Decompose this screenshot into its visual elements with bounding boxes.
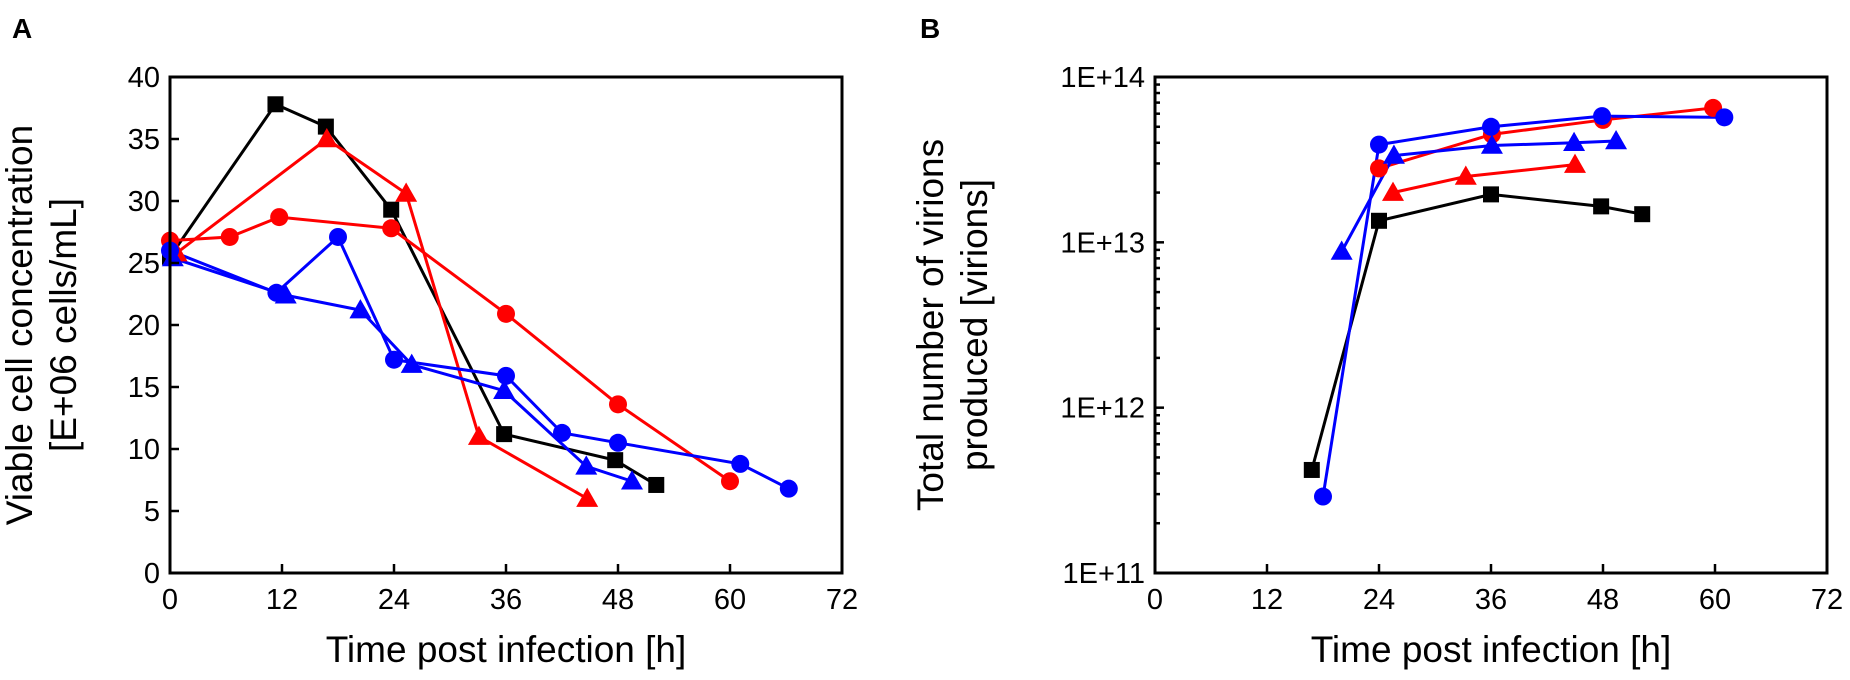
panel-label-a: A bbox=[12, 13, 32, 44]
panel-a-point-red-circles bbox=[382, 219, 401, 238]
panel-b-point-red-triangles bbox=[1382, 181, 1404, 201]
panel-b-data-marks bbox=[1303, 98, 1734, 506]
panel-a-y-tick-label: 20 bbox=[128, 310, 160, 342]
panel-a-point-blue-triangles bbox=[493, 379, 516, 399]
panel-a-point-blue-triangles bbox=[400, 353, 423, 373]
panel-b-point-black-squares bbox=[1634, 206, 1651, 223]
panel-b-y-tick-label: 1E+13 bbox=[1060, 227, 1145, 259]
panel-a-x-tick-label: 0 bbox=[162, 584, 178, 616]
panel-a-point-red-triangles bbox=[576, 487, 599, 507]
panel-b-point-blue-circles bbox=[1593, 107, 1612, 126]
panel-b-point-blue-triangles bbox=[1480, 134, 1503, 154]
panel-a-y-tick-label: 35 bbox=[128, 124, 160, 156]
panel-a-y-axis-title-line-2: [E+06 cells/mL] bbox=[43, 198, 84, 452]
panel-a-point-blue-triangles bbox=[349, 299, 372, 319]
panel-a-point-black-squares bbox=[648, 476, 665, 493]
panel-a-y-axis-title-line-1: Viable cell concentration bbox=[0, 125, 40, 525]
panel-a-x-tick-label: 36 bbox=[490, 584, 522, 616]
panel-b-x-tick-label: 48 bbox=[1587, 584, 1619, 616]
panel-a-point-blue-circles bbox=[731, 454, 750, 473]
panel-b-point-blue-circles bbox=[1715, 108, 1734, 127]
panel-b-series-line-black-squares bbox=[1310, 192, 1643, 471]
panel-a-point-blue-triangles bbox=[161, 247, 184, 267]
panel-a-point-red-circles bbox=[220, 227, 239, 246]
panel-b-x-axis-title: Time post infection [h] bbox=[1311, 629, 1672, 670]
panel-b-y-axis-title-line-1: Total number of virions bbox=[910, 139, 951, 511]
panel-a-point-red-triangles bbox=[315, 128, 338, 148]
panel-b-point-blue-triangles bbox=[1330, 240, 1353, 260]
panel-b-y-axis-title-line-2: produced [virions] bbox=[954, 179, 995, 471]
panel-a-series-line-blue-circles bbox=[169, 234, 790, 491]
panel-a-y-tick-label: 25 bbox=[128, 248, 160, 280]
panel-a-y-tick-label: 5 bbox=[144, 496, 160, 528]
panel-a-series-line-red-circles bbox=[169, 215, 731, 483]
panel-a-y-tick-label: 0 bbox=[144, 558, 160, 590]
panel-label-b: B bbox=[920, 13, 940, 44]
panel-a-point-blue-triangles bbox=[274, 284, 297, 304]
panel-b-point-black-squares bbox=[1483, 186, 1499, 203]
panel-b-point-blue-triangles bbox=[1605, 130, 1628, 150]
panel-a-point-red-circles bbox=[721, 472, 739, 491]
panel-a-point-red-triangles bbox=[467, 425, 490, 445]
panel-a-point-blue-circles bbox=[497, 366, 515, 385]
panel-a-chart: 0 12 24 36 48 60 72 0 5 10 15 20 25 30 35 40 Time post … bbox=[0, 62, 858, 670]
panel-b-point-black-squares bbox=[1593, 198, 1610, 215]
panel-b-point-blue-circles bbox=[1482, 117, 1500, 136]
panel-b-x-tick-label: 60 bbox=[1699, 584, 1731, 616]
panel-b-point-red-circles bbox=[1370, 159, 1388, 178]
panel-b-y-tick-label: 1E+14 bbox=[1060, 62, 1145, 94]
panel-a-point-blue-circles bbox=[779, 479, 798, 498]
panel-b-chart: 0 12 24 36 48 60 72 1E+11 1E+12 1E+13 1E+14 Time p… bbox=[910, 62, 1843, 670]
panel-b-point-blue-circles bbox=[1314, 487, 1332, 506]
panel-b-point-blue-triangles bbox=[1563, 131, 1586, 152]
panel-a-y-tick-label: 10 bbox=[128, 434, 160, 466]
panel-a-x-tick-label: 60 bbox=[714, 584, 746, 616]
panel-b-point-black-squares bbox=[1371, 212, 1387, 229]
panel-b-point-blue-triangles bbox=[1382, 144, 1405, 164]
panel-b-x-tick-label: 36 bbox=[1475, 584, 1507, 616]
panel-a-y-tick-label: 15 bbox=[128, 372, 160, 404]
panel-a-series-line-black-squares bbox=[168, 102, 658, 487]
panel-a-point-black-squares bbox=[267, 96, 284, 113]
panel-a-point-black-squares bbox=[607, 452, 624, 469]
panel-b-x-tick-label: 0 bbox=[1147, 584, 1163, 616]
panel-b-axis-ticks: 0 12 24 36 48 60 72 1E+11 1E+12 1E+13 1E+14 bbox=[1060, 62, 1843, 616]
panel-a-plot-frame bbox=[168, 75, 844, 575]
panel-a-point-blue-circles bbox=[553, 423, 571, 442]
panel-a-x-axis-title: Time post infection [h] bbox=[326, 629, 687, 670]
panel-a-point-red-circles bbox=[609, 395, 627, 414]
panel-a-series-line-red-triangles bbox=[175, 137, 588, 500]
panel-a-data-marks bbox=[161, 96, 798, 507]
panel-a-point-black-squares bbox=[317, 118, 334, 135]
panel-a-x-tick-label: 24 bbox=[378, 584, 410, 616]
panel-a-point-black-squares bbox=[383, 201, 400, 218]
panel-a-y-tick-label: 40 bbox=[128, 62, 160, 94]
panel-b-point-black-squares bbox=[1303, 461, 1320, 478]
panel-a-x-tick-label: 12 bbox=[266, 584, 298, 616]
panel-a-point-black-squares bbox=[496, 426, 513, 443]
panel-b-y-tick-label: 1E+12 bbox=[1060, 393, 1145, 425]
panel-b-point-red-triangles bbox=[1454, 165, 1477, 185]
panel-b-point-blue-circles bbox=[1370, 135, 1388, 154]
panel-a-point-blue-circles bbox=[329, 227, 347, 246]
panel-a-point-blue-circles bbox=[385, 350, 403, 369]
panel-a-point-red-triangles bbox=[395, 182, 418, 202]
panel-a-point-blue-triangles bbox=[621, 470, 643, 490]
panel-a-point-red-circles bbox=[497, 304, 515, 323]
panel-b-x-tick-label: 12 bbox=[1251, 584, 1283, 616]
panel-a-point-blue-triangles bbox=[575, 455, 598, 475]
panel-a-point-blue-circles bbox=[609, 433, 627, 452]
panel-b-x-tick-label: 72 bbox=[1811, 584, 1843, 616]
panel-b-x-tick-label: 24 bbox=[1363, 584, 1395, 616]
panel-b-y-tick-label: 1E+11 bbox=[1062, 558, 1145, 590]
panel-a-y-tick-label: 30 bbox=[128, 186, 160, 218]
panel-b-point-red-triangles bbox=[1564, 153, 1586, 173]
panel-a-x-tick-label: 72 bbox=[826, 584, 858, 616]
panel-a-x-tick-label: 48 bbox=[602, 584, 634, 616]
panel-a-axis-ticks: 0 12 24 36 48 60 72 0 5 10 15 20 25 30 35 40 bbox=[128, 62, 858, 616]
panel-a-point-red-circles bbox=[270, 208, 289, 227]
